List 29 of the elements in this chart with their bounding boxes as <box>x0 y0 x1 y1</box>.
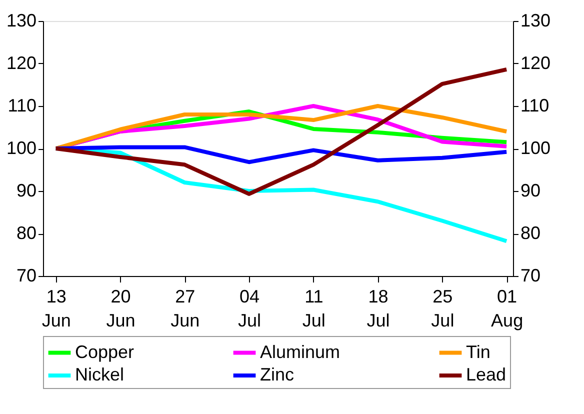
legend-label: Aluminum <box>260 342 340 362</box>
x-tick-label: 11 Jul <box>302 286 326 330</box>
y-tick-label: 100 <box>6 138 36 158</box>
legend-label: Copper <box>75 342 134 362</box>
x-tick-label: 18 Jul <box>366 286 390 330</box>
y2-tick-label: 100 <box>520 138 551 158</box>
x-tick-label: 20 Jun <box>106 286 136 330</box>
y2-tick-label: 70 <box>520 266 541 286</box>
y2-tick-label: 80 <box>520 223 541 243</box>
legend-label: Lead <box>466 364 506 384</box>
y-tick-label: 120 <box>6 53 36 73</box>
x-tick-label: 04 Jul <box>238 286 262 330</box>
y2-tick-label: 110 <box>520 96 550 116</box>
legend-label: Tin <box>466 342 490 362</box>
x-tick-label: 13 Jun <box>42 286 71 330</box>
y-tick-label: 90 <box>16 180 36 200</box>
y-tick-label: 70 <box>16 266 36 286</box>
legend-label: Nickel <box>75 364 124 384</box>
line-series <box>54 67 509 196</box>
x-tick-label: 25 Jul <box>431 286 454 330</box>
y-tick-label: 80 <box>16 223 36 243</box>
y2-tick-label: 130 <box>520 10 551 30</box>
x-tick-label: 01 Aug <box>491 286 524 330</box>
y2-tick-label: 120 <box>520 53 551 73</box>
legend-label: Zinc <box>260 364 294 384</box>
y-tick-label: 110 <box>8 96 36 116</box>
y-tick-label: 130 <box>6 10 36 30</box>
x-tick-label: 27 Jun <box>170 286 200 330</box>
y2-tick-label: 90 <box>520 180 541 200</box>
